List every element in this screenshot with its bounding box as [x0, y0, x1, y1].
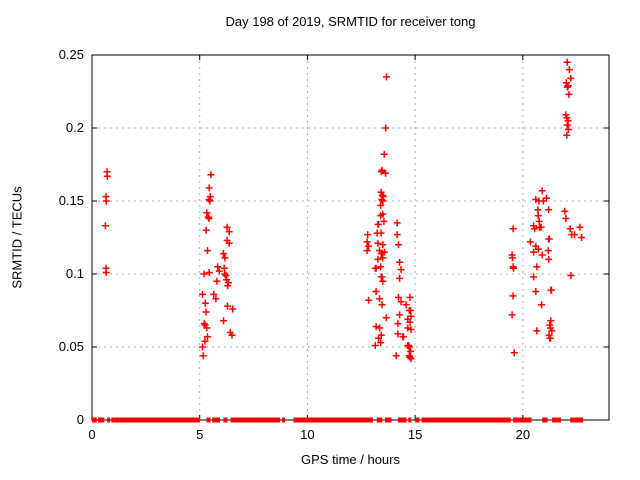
baseline-markers [421, 417, 511, 423]
y-tick-label: 0 [77, 412, 84, 427]
y-tick-label: 0.1 [66, 266, 84, 281]
x-tick-label: 15 [408, 427, 422, 442]
x-tick-label: 0 [88, 427, 95, 442]
baseline-markers [212, 417, 220, 423]
baseline-markers [223, 417, 228, 423]
baseline-markers [415, 417, 420, 423]
chart-title: Day 198 of 2019, SRMTID for receiver ton… [225, 14, 476, 29]
baseline-markers [513, 417, 532, 423]
baseline-markers [230, 417, 281, 423]
baseline-markers [384, 417, 392, 423]
x-tick-label: 10 [300, 427, 314, 442]
baseline-markers [116, 417, 120, 423]
y-tick-label: 0.15 [59, 193, 84, 208]
x-tick-label: 5 [196, 427, 203, 442]
baseline-markers [408, 417, 412, 423]
baseline-markers [114, 417, 118, 423]
baseline-markers [111, 417, 115, 423]
baseline-markers [570, 417, 584, 423]
baseline-markers [119, 417, 123, 423]
baseline-markers [98, 417, 105, 423]
baseline-markers [206, 417, 211, 423]
y-tick-label: 0.25 [59, 47, 84, 62]
y-tick-label: 0.2 [66, 120, 84, 135]
baseline-markers [107, 417, 111, 423]
axis-ticks [91, 54, 609, 421]
y-tick-label: 0.05 [59, 339, 84, 354]
baseline-markers [397, 417, 407, 423]
x-axis-label: GPS time / hours [301, 452, 400, 467]
baseline-markers [121, 417, 200, 423]
baseline-markers [552, 417, 561, 423]
baseline-markers [542, 417, 548, 423]
baseline-markers [92, 417, 97, 423]
plot-border [91, 54, 610, 421]
x-tick-label: 20 [516, 427, 530, 442]
data-point-markers [101, 58, 586, 363]
baseline-markers [293, 417, 373, 423]
baseline-markers [376, 417, 383, 423]
baseline-markers [281, 417, 285, 423]
